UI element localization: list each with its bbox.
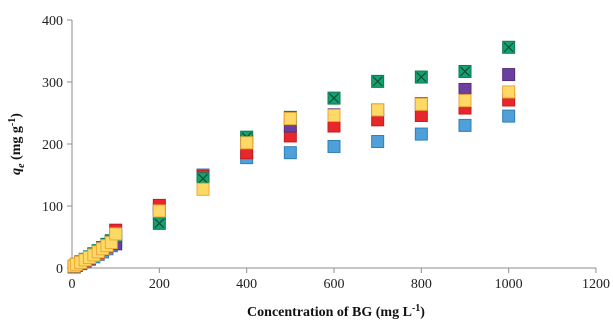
x-axis-title-sup: -1 [412,303,420,314]
data-point-cross [154,218,165,229]
data-point-cross [198,173,208,184]
y-tick-label: 200 [42,138,63,153]
points-layer [67,40,516,274]
data-point [283,146,297,160]
data-point-cross [503,42,514,53]
data-point [196,182,210,196]
x-tick-label: 0 [69,277,76,292]
data-point [458,82,472,96]
y-tick-label: 100 [42,200,63,215]
y-axis-title-middle: (mg g [9,126,24,163]
data-point [502,109,516,123]
x-tick-label: 600 [324,277,345,292]
x-tick-label: 1000 [495,277,523,292]
data-point [414,127,428,141]
data-point [502,85,516,99]
x-tick-label: 1200 [582,277,610,292]
data-point-cross [329,93,339,104]
x-tick-label: 800 [411,277,432,292]
y-axis-title-close: ) [9,113,24,118]
y-axis-title-sub: e [16,163,27,168]
data-point [371,103,385,117]
data-point [327,108,341,122]
data-point [283,112,297,126]
x-axis-title: Concentration of BG (mg L-1) [247,303,425,320]
ticks-layer: 0 200 400 600 800 1000 1200 0 100 200 300 400 [42,14,610,292]
y-tick-label: 300 [42,76,63,91]
data-point [152,204,166,218]
y-axis-title-q: q [9,168,24,175]
data-point [458,94,472,108]
y-tick-label: 400 [42,14,63,29]
data-point [327,139,341,153]
data-point [109,227,123,241]
data-point-cross [460,66,470,77]
data-point [502,68,516,82]
data-point [414,108,428,122]
data-point [240,136,254,150]
data-point [458,118,472,132]
y-axis-title: qe (mg g-1) [7,113,27,175]
x-axis-title-close: ) [420,305,425,320]
y-axis-title-sup: -1 [7,118,18,126]
x-axis-title-main: Concentration of BG (mg L [247,305,412,320]
data-point-cross [416,72,427,82]
x-tick-label: 200 [149,277,170,292]
series-5 [67,85,516,273]
x-tick-label: 400 [236,277,257,292]
series-3 [67,68,516,274]
data-point-cross [372,76,383,87]
data-point [414,97,428,111]
y-tick-label: 0 [56,262,63,277]
data-point [371,135,385,149]
